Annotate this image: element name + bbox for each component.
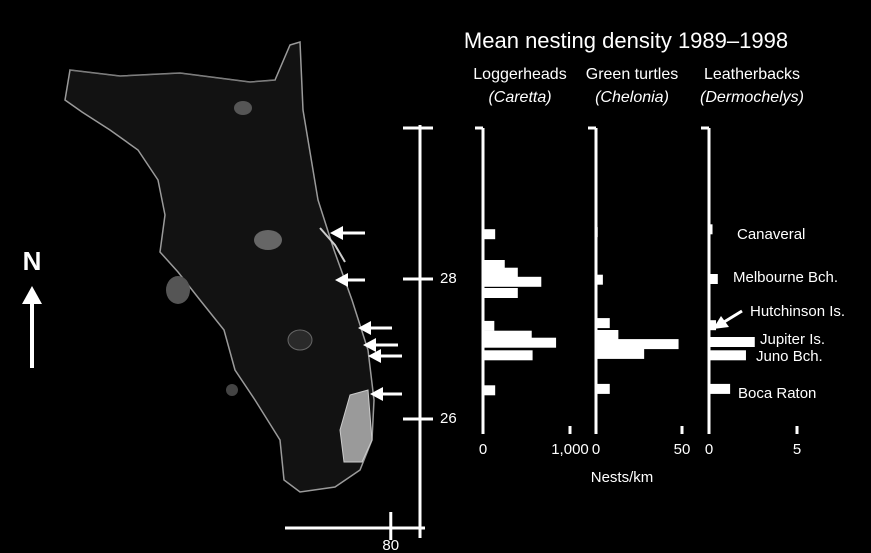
bar [483,229,495,239]
bar [709,337,755,347]
bar [709,350,746,360]
location-label: Boca Raton [738,385,816,402]
x-axis-label: Nests/km [591,469,654,486]
bar [483,321,494,331]
bar [483,288,518,298]
bar [596,275,603,285]
x-tick-label: 1,000 [551,441,589,458]
panel-subtitle: (Dermochelys) [700,89,804,106]
location-label: Melbourne Bch. [733,269,838,286]
urban-area [166,276,190,304]
urban-area [254,230,282,250]
bar [483,268,518,278]
figure-title: Mean nesting density 1989–1998 [464,28,788,53]
figure: N Mean nesting density 1989–1998 Nests/k… [0,0,871,553]
panel-subtitle: (Caretta) [488,89,551,106]
panel-title: Loggerheads [473,66,566,83]
x-tick-label: 80 [382,537,399,553]
bar [483,338,556,348]
y-tick-label: 28 [440,270,457,287]
bar [709,274,718,284]
bar [596,384,610,394]
x-tick-label: 0 [705,441,713,458]
bar [596,330,618,340]
panel-subtitle: (Chelonia) [595,89,669,106]
location-label: Jupiter Is. [760,331,825,348]
lake [288,330,312,350]
panel-title: Leatherbacks [704,66,800,83]
bar [596,339,679,349]
x-tick-label: 0 [479,441,487,458]
bar [709,384,730,394]
bar [596,318,610,328]
x-tick-label: 0 [592,441,600,458]
x-tick-label: 5 [793,441,801,458]
urban-area [234,101,252,115]
bar [596,349,644,359]
bar [483,385,495,395]
bar [483,350,533,360]
bar [596,227,598,237]
x-tick-label: 50 [674,441,691,458]
location-label: Hutchinson Is. [750,303,845,320]
bar [483,277,541,287]
y-tick-label: 26 [440,410,457,427]
location-label: Juno Bch. [756,348,823,365]
urban-area [226,384,238,396]
location-label: Canaveral [737,226,805,243]
bar [709,224,713,234]
panel-title: Green turtles [586,66,678,83]
bar [709,320,716,330]
north-label: N [23,246,42,276]
